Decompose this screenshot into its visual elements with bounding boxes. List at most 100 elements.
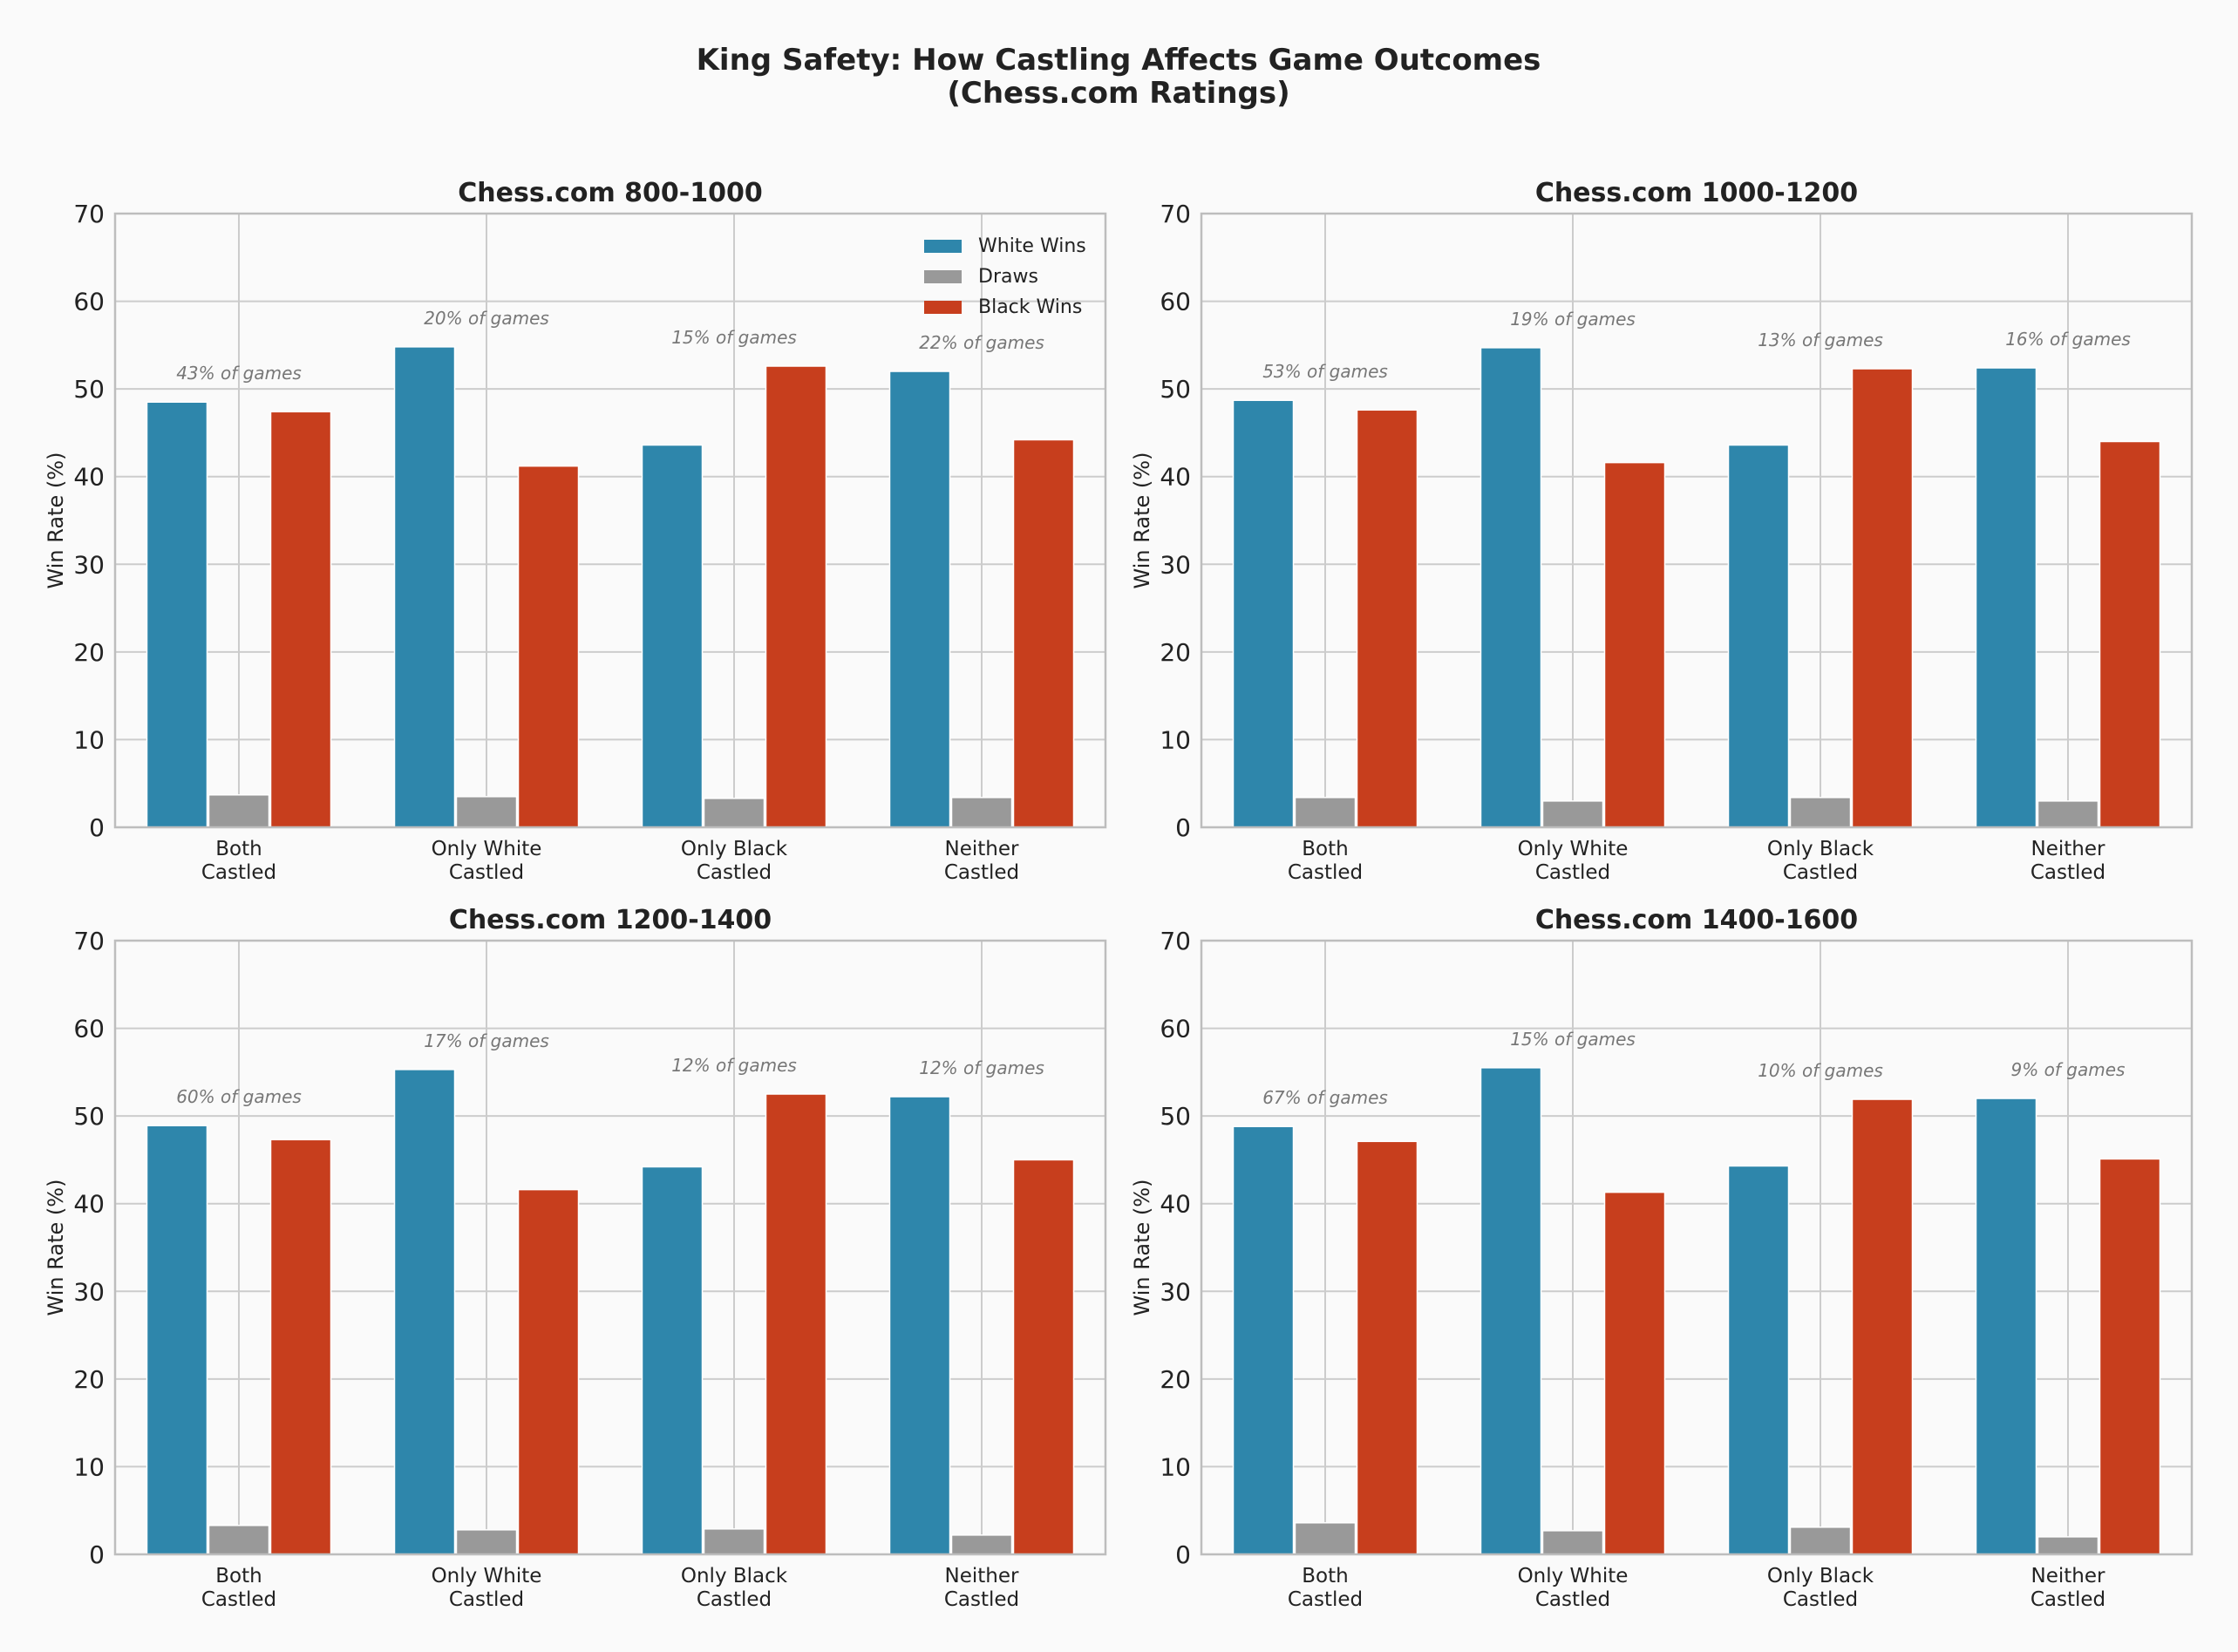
x-tick-label: Castled xyxy=(2031,1588,2105,1611)
y-tick-label: 40 xyxy=(1160,1190,1191,1219)
group-annotation: 9% of games xyxy=(2011,1059,2126,1080)
group-annotation: 16% of games xyxy=(2005,329,2131,350)
y-tick-label: 60 xyxy=(1160,1015,1191,1044)
x-tick-label: Neither xyxy=(945,1565,1019,1587)
bar-white xyxy=(1232,1125,1295,1555)
y-tick-label: 0 xyxy=(1175,1540,1191,1569)
x-tick-label: Castled xyxy=(697,1588,772,1611)
bar-black xyxy=(765,1093,827,1555)
bar-draws xyxy=(2037,800,2099,828)
y-tick-label: 70 xyxy=(1160,200,1191,228)
bar-draws xyxy=(207,1525,270,1555)
panel-3: 0 10 20 30 40 50 60 70 60% of games 17% of games 1… xyxy=(44,905,1107,1611)
x-tick-label: Castled xyxy=(201,861,276,884)
group-annotation: 10% of games xyxy=(1758,1060,1883,1081)
x-tick-label: Both xyxy=(215,1565,262,1587)
legend-swatch-draws xyxy=(924,270,962,283)
panel-2: 0 10 20 30 40 50 60 70 53% of games 19% of games 1… xyxy=(1130,178,2194,884)
bar-draws xyxy=(455,1529,518,1555)
x-tick-label: Both xyxy=(215,838,262,860)
plot-area xyxy=(1201,941,2192,1554)
bar-white xyxy=(1232,399,1295,828)
y-tick-label: 50 xyxy=(73,1102,105,1131)
bar-white xyxy=(146,1125,208,1555)
bar-draws xyxy=(1294,797,1357,828)
x-tick-label: Only Black xyxy=(681,1565,788,1587)
y-tick-label: 10 xyxy=(1160,725,1191,754)
y-axis-label: Win Rate (%) xyxy=(44,1180,68,1316)
plot-area xyxy=(1201,214,2192,827)
panel-title: Chess.com 1000-1200 xyxy=(1535,178,1858,208)
y-tick-label: 50 xyxy=(1160,375,1191,404)
x-tick-label: Only White xyxy=(432,1565,542,1587)
x-tick-label: Both xyxy=(1302,838,1348,860)
y-tick-label: 40 xyxy=(73,463,105,492)
x-tick-label: Castled xyxy=(1783,1588,1858,1611)
y-tick-label: 70 xyxy=(1160,927,1191,955)
plot-area xyxy=(115,941,1105,1554)
group-annotation: 12% of games xyxy=(919,1057,1044,1078)
bar-white xyxy=(393,346,456,828)
y-tick-label: 60 xyxy=(1160,288,1191,316)
x-tick-label: Castled xyxy=(697,861,772,884)
group-annotation: 67% of games xyxy=(1262,1087,1388,1108)
group-annotation: 15% of games xyxy=(1510,1029,1636,1050)
x-tick-label: Castled xyxy=(1535,861,1610,884)
bar-black xyxy=(269,411,332,828)
bar-black xyxy=(269,1139,332,1555)
panel-title: Chess.com 800-1000 xyxy=(458,178,763,208)
x-tick-label: Both xyxy=(1302,1565,1348,1587)
legend-swatch-black xyxy=(924,301,962,314)
x-tick-label: Castled xyxy=(1783,861,1858,884)
bar-black xyxy=(1012,1159,1075,1555)
x-tick-label: Castled xyxy=(201,1588,276,1611)
bar-draws xyxy=(1789,1526,1852,1555)
y-tick-label: 50 xyxy=(1160,1102,1191,1131)
bar-white xyxy=(641,444,704,828)
bar-draws xyxy=(703,1528,765,1555)
figure-title-line2: (Chess.com Ratings) xyxy=(947,76,1289,111)
y-axis-label: Win Rate (%) xyxy=(1130,1180,1154,1316)
bar-draws xyxy=(703,798,765,828)
group-annotation: 19% of games xyxy=(1510,309,1636,330)
bar-black xyxy=(1356,409,1418,828)
group-annotation: 15% of games xyxy=(671,327,797,348)
y-tick-label: 20 xyxy=(73,1365,105,1394)
y-tick-label: 0 xyxy=(89,813,105,842)
axes-frame xyxy=(1200,212,2194,829)
legend-swatch-white xyxy=(924,240,962,253)
y-tick-label: 20 xyxy=(1160,1365,1191,1394)
bar-white xyxy=(1480,1067,1542,1555)
bar-white xyxy=(393,1069,456,1555)
axes-frame xyxy=(1200,939,2194,1556)
y-tick-label: 40 xyxy=(1160,463,1191,492)
y-tick-label: 30 xyxy=(73,1277,105,1306)
y-tick-label: 70 xyxy=(73,927,105,955)
bar-black xyxy=(1851,1098,1914,1555)
y-tick-label: 10 xyxy=(1160,1452,1191,1481)
bar-draws xyxy=(1541,1530,1604,1555)
bar-draws xyxy=(1294,1522,1357,1555)
bar-white xyxy=(1975,1098,2037,1555)
y-tick-label: 40 xyxy=(73,1190,105,1219)
group-annotation: 20% of games xyxy=(424,308,549,329)
bar-draws xyxy=(2037,1536,2099,1555)
x-tick-label: Castled xyxy=(944,1588,1019,1611)
y-axis-label: Win Rate (%) xyxy=(44,452,68,589)
y-tick-label: 0 xyxy=(1175,813,1191,842)
group-annotation: 17% of games xyxy=(424,1030,549,1051)
y-tick-label: 60 xyxy=(73,288,105,316)
x-tick-label: Castled xyxy=(1288,861,1363,884)
x-tick-label: Only White xyxy=(1518,1565,1629,1587)
bar-white xyxy=(1727,444,1790,828)
y-tick-label: 30 xyxy=(1160,550,1191,579)
legend-label-draws: Draws xyxy=(978,266,1038,288)
axes-frame xyxy=(113,212,1107,829)
x-tick-label: Neither xyxy=(2031,838,2105,860)
group-annotation: 53% of games xyxy=(1262,361,1388,382)
group-annotation: 13% of games xyxy=(1758,330,1883,350)
bar-white xyxy=(146,401,208,828)
bar-white xyxy=(888,1096,951,1555)
